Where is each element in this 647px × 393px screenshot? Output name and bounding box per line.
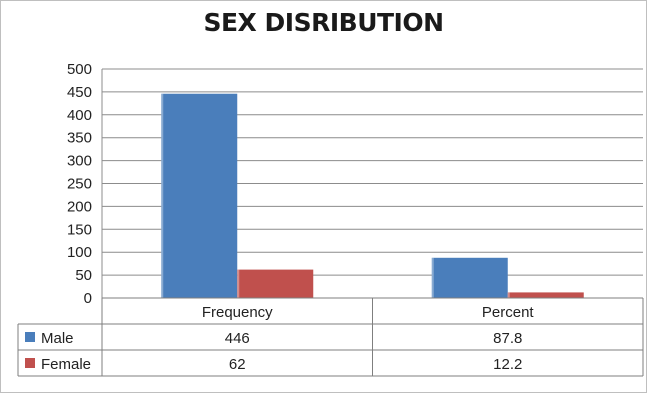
category-label: Percent	[482, 304, 535, 321]
data-label: 446	[225, 330, 250, 347]
y-tick-label: 250	[67, 176, 92, 193]
bar-highlight	[431, 257, 434, 298]
category-label: Frequency	[202, 304, 273, 321]
bar-male-percent	[431, 257, 508, 298]
bar-fill	[237, 269, 314, 298]
data-label: 12.2	[493, 356, 522, 373]
y-tick-label: 50	[75, 267, 92, 284]
bar-highlight	[237, 269, 240, 298]
legend-swatch-female	[25, 358, 35, 368]
data-table: Frequency Percent Male 446 87.8 Female 62 12.2	[17, 297, 644, 377]
data-label: 62	[229, 356, 246, 373]
bar-fill	[507, 292, 584, 298]
y-tick-label: 400	[67, 107, 92, 124]
bar-female-frequency	[237, 269, 314, 298]
y-tick-label: 150	[67, 221, 92, 238]
y-tick-label: 350	[67, 130, 92, 147]
data-label: 87.8	[493, 330, 522, 347]
bar-fill	[161, 93, 238, 299]
bar-female-percent	[507, 292, 584, 298]
bars	[161, 93, 584, 299]
legend-label: Female	[41, 356, 91, 373]
y-tick-label: 450	[67, 84, 92, 101]
bar-male-frequency	[161, 93, 238, 299]
bar-fill	[431, 257, 508, 298]
bar-highlight	[507, 292, 510, 298]
legend-label: Male	[41, 330, 74, 347]
y-tick-label: 300	[67, 153, 92, 170]
y-tick-label: 100	[67, 244, 92, 261]
y-tick-label: 0	[84, 290, 92, 307]
chart-title: SEX DISRIBUTION	[203, 8, 444, 37]
legend-swatch-male	[25, 332, 35, 342]
bar-highlight	[161, 93, 164, 299]
y-axis-ticks: 0 50 100 150 200 250 300 350 400 450 500	[67, 61, 92, 307]
y-tick-label: 200	[67, 198, 92, 215]
y-tick-label: 500	[67, 61, 92, 78]
